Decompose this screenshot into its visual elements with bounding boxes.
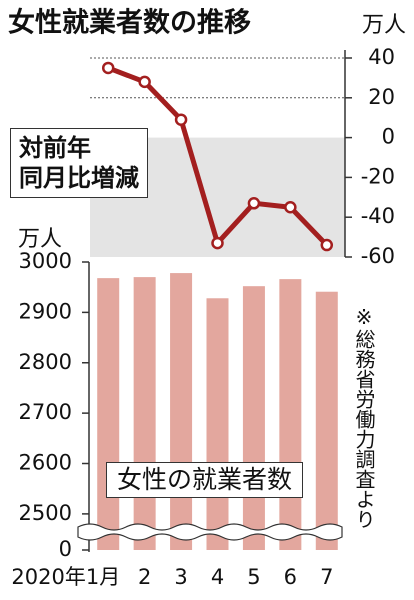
- chart-title: 女性就業者数の推移: [8, 7, 251, 39]
- axis-break: [77, 523, 343, 541]
- bar: [279, 279, 302, 550]
- point: [138, 75, 151, 89]
- y-tick-label: -20: [361, 164, 395, 188]
- point: [247, 197, 261, 210]
- y-tick-label: 2600: [19, 451, 72, 475]
- y-unit: 万人: [18, 227, 62, 252]
- x-tick-label: 7: [320, 565, 333, 589]
- y-tick-label: -60: [361, 244, 395, 268]
- y-tick-label: 0: [59, 537, 72, 561]
- y-tick-label: 0: [382, 125, 395, 149]
- y-tick-label: 2500: [19, 501, 72, 525]
- y-tick-label: -40: [361, 204, 395, 228]
- y-tick-label: 2900: [19, 299, 72, 323]
- y-tick-label: 40: [368, 45, 395, 69]
- x-tick-label: 3: [174, 565, 187, 589]
- y-tick-label: 20: [368, 85, 395, 109]
- point: [101, 61, 115, 75]
- series-label: 対前年 同月比増減: [10, 128, 148, 198]
- y-unit: 万人: [362, 13, 406, 38]
- y-tick-label: 2700: [19, 400, 72, 424]
- x-tick-label: 2020年1月: [11, 565, 120, 589]
- bar: [170, 273, 193, 550]
- bar: [206, 298, 229, 550]
- bar: [133, 277, 156, 550]
- x-tick-label: 6: [284, 565, 297, 589]
- source-note: ※総務省労働力調査より: [352, 305, 376, 529]
- x-tick-label: 4: [211, 565, 224, 589]
- point: [284, 201, 297, 214]
- y-tick-label: 2800: [19, 350, 72, 374]
- bar: [97, 278, 120, 550]
- bar: [315, 291, 338, 550]
- x-tick-label: 5: [247, 565, 260, 589]
- point: [174, 113, 188, 126]
- point: [320, 238, 334, 252]
- bar: [242, 286, 265, 550]
- point: [211, 236, 224, 250]
- series-label: 女性の就業者数: [106, 462, 304, 498]
- y-tick-label: 3000: [19, 249, 72, 273]
- x-tick-label: 2: [138, 565, 151, 589]
